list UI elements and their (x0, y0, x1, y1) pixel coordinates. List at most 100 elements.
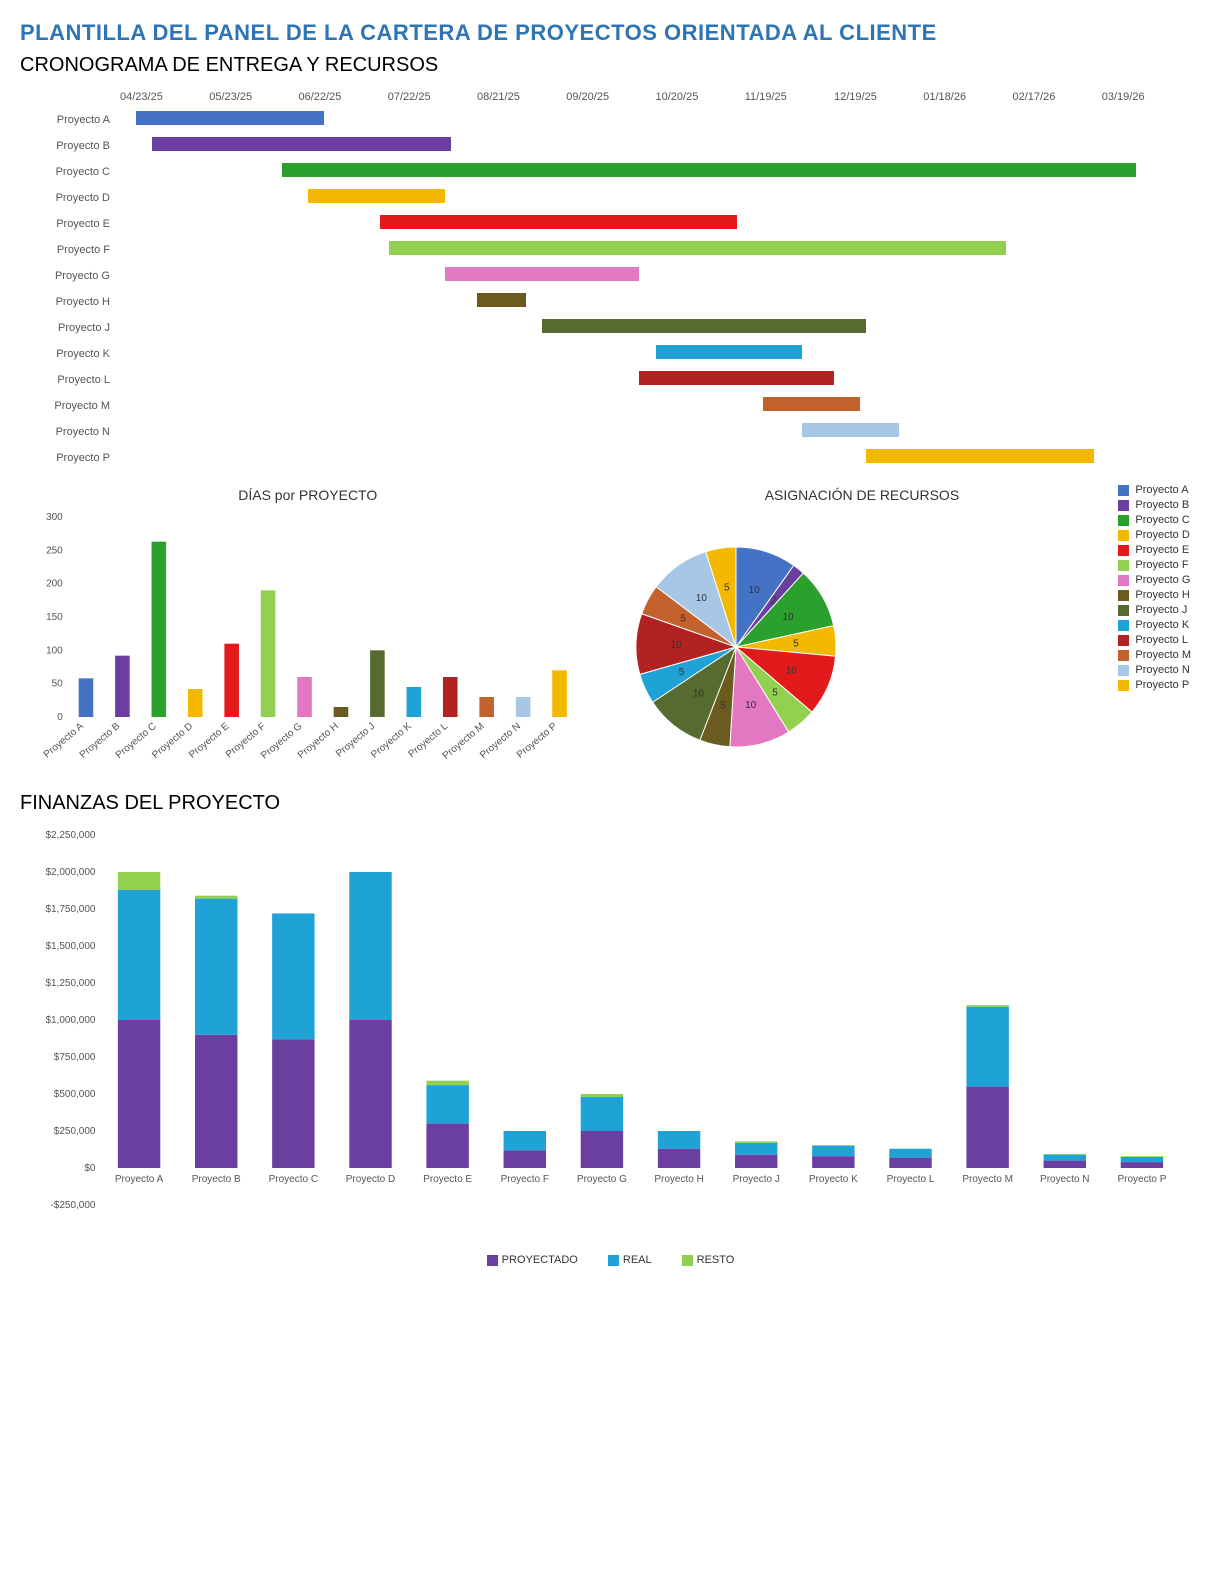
gantt-row: Proyecto B (20, 133, 1191, 159)
days-bar (370, 650, 385, 717)
pie-chart-title: ASIGNACIÓN DE RECURSOS (616, 487, 1109, 503)
svg-text:Proyecto E: Proyecto E (423, 1174, 472, 1185)
gantt-row-label: Proyecto B (20, 140, 120, 152)
days-bar (516, 697, 531, 717)
gantt-row: Proyecto H (20, 289, 1191, 315)
finance-bar-segment (889, 1158, 931, 1168)
finance-legend-item: PROYECTADO (477, 1254, 578, 1266)
svg-text:Proyecto G: Proyecto G (577, 1174, 627, 1185)
finance-bar-segment (426, 1124, 468, 1168)
svg-text:Proyecto L: Proyecto L (887, 1174, 935, 1185)
finances-legend: PROYECTADOREALRESTO (20, 1254, 1191, 1266)
svg-text:$750,000: $750,000 (54, 1052, 96, 1063)
finance-bar-segment (658, 1149, 700, 1168)
gantt-bar (308, 189, 444, 203)
finance-bar-segment (195, 896, 237, 899)
svg-text:10: 10 (670, 640, 682, 651)
gantt-axis-tick: 01/18/26 (923, 91, 1012, 103)
finance-bar-segment (658, 1131, 700, 1149)
finance-bar-segment (426, 1081, 468, 1085)
finance-bar-segment (966, 1005, 1008, 1006)
svg-text:Proyecto H: Proyecto H (296, 721, 341, 761)
svg-text:Proyecto J: Proyecto J (733, 1174, 780, 1185)
finance-bar-segment (504, 1150, 546, 1168)
svg-text:10: 10 (695, 593, 707, 604)
svg-text:10: 10 (785, 665, 797, 676)
gantt-bar (152, 137, 451, 151)
svg-text:Proyecto P: Proyecto P (515, 721, 560, 761)
svg-text:$1,000,000: $1,000,000 (45, 1015, 95, 1026)
pie-legend-item: Proyecto N (1118, 664, 1191, 676)
finance-bar-segment (1044, 1155, 1086, 1161)
gantt-row: Proyecto E (20, 211, 1191, 237)
svg-text:$1,750,000: $1,750,000 (45, 904, 95, 915)
gantt-bar (445, 267, 640, 281)
svg-text:$1,250,000: $1,250,000 (45, 978, 95, 989)
pie-legend-item: Proyecto P (1118, 679, 1191, 691)
svg-text:10: 10 (745, 700, 757, 711)
svg-text:$2,000,000: $2,000,000 (45, 867, 95, 878)
finance-bar-segment (812, 1145, 854, 1146)
gantt-bar (802, 423, 899, 437)
gantt-row: Proyecto J (20, 315, 1191, 341)
gantt-axis-tick: 04/23/25 (120, 91, 209, 103)
finance-bar-segment (349, 872, 391, 1020)
gantt-row-label: Proyecto H (20, 296, 120, 308)
gantt-bar (477, 293, 526, 307)
gantt-row: Proyecto A (20, 107, 1191, 133)
days-bar (261, 590, 276, 717)
days-bar (152, 542, 167, 717)
pie-legend-item: Proyecto M (1118, 649, 1191, 661)
resource-pie-chart: ASIGNACIÓN DE RECURSOS 10210510510510510… (616, 481, 1192, 772)
svg-text:150: 150 (46, 612, 63, 623)
gantt-axis-tick: 09/20/25 (566, 91, 655, 103)
gantt-row-label: Proyecto C (20, 166, 120, 178)
finance-bar-segment (195, 1035, 237, 1168)
svg-text:Proyecto P: Proyecto P (1117, 1174, 1166, 1185)
finance-bar-segment (966, 1087, 1008, 1168)
days-bar (479, 697, 494, 717)
gantt-axis-tick: 03/19/26 (1102, 91, 1191, 103)
svg-text:$250,000: $250,000 (54, 1126, 96, 1137)
gantt-row-label: Proyecto G (20, 270, 120, 282)
svg-text:5: 5 (793, 638, 799, 649)
svg-text:Proyecto B: Proyecto B (192, 1174, 241, 1185)
svg-text:Proyecto F: Proyecto F (501, 1174, 549, 1185)
pie-legend-item: Proyecto B (1118, 499, 1191, 511)
svg-text:Proyecto A: Proyecto A (115, 1174, 164, 1185)
pie-legend-item: Proyecto L (1118, 634, 1191, 646)
svg-text:0: 0 (57, 712, 63, 723)
finance-bar-segment (889, 1149, 931, 1158)
finance-bar-segment (735, 1155, 777, 1168)
gantt-row-label: Proyecto P (20, 452, 120, 464)
gantt-row: Proyecto P (20, 445, 1191, 471)
finance-bar-segment (581, 1131, 623, 1168)
gantt-bar (656, 345, 802, 359)
finances-title: FINANZAS DEL PROYECTO (20, 792, 1191, 815)
svg-text:5: 5 (724, 583, 730, 594)
svg-text:Proyecto K: Proyecto K (369, 721, 414, 761)
pie-legend-item: Proyecto H (1118, 589, 1191, 601)
svg-text:$500,000: $500,000 (54, 1089, 96, 1100)
finance-bar-segment (118, 872, 160, 890)
finance-bar-segment (812, 1156, 854, 1168)
gantt-row: Proyecto L (20, 367, 1191, 393)
finance-bar-segment (504, 1131, 546, 1150)
gantt-bar (380, 215, 737, 229)
finance-bar-segment (1121, 1162, 1163, 1168)
svg-text:Proyecto N: Proyecto N (1040, 1174, 1089, 1185)
pie-legend-item: Proyecto J (1118, 604, 1191, 616)
gantt-row-label: Proyecto F (20, 244, 120, 256)
finance-bar-segment (581, 1097, 623, 1131)
finance-bar-segment (735, 1141, 777, 1142)
svg-text:Proyecto C: Proyecto C (269, 1174, 318, 1185)
gantt-axis-tick: 05/23/25 (209, 91, 298, 103)
finance-bar-segment (195, 899, 237, 1035)
svg-text:5: 5 (680, 614, 686, 625)
days-bar-chart: DÍAS por PROYECTO 050100150200250300Proy… (20, 481, 596, 772)
finance-bar-segment (118, 1020, 160, 1168)
finance-bar-segment (1121, 1157, 1163, 1162)
svg-text:-$250,000: -$250,000 (50, 1200, 95, 1211)
svg-text:Proyecto D: Proyecto D (346, 1174, 395, 1185)
gantt-row: Proyecto N (20, 419, 1191, 445)
